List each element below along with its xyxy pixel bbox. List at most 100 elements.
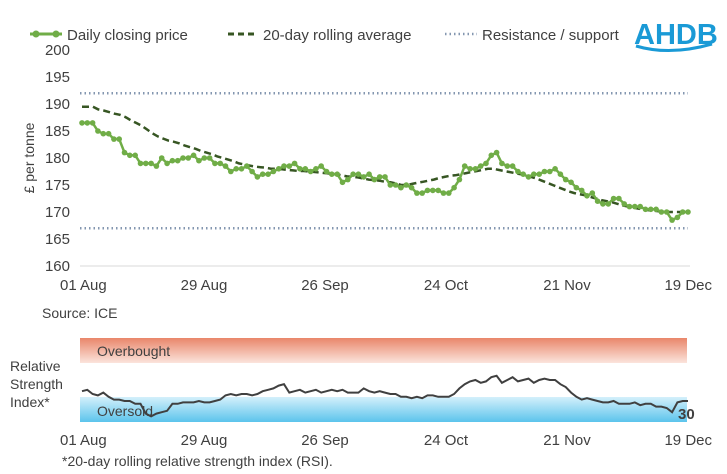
- closing-price-point: [291, 160, 298, 167]
- y-tick-labels: 160 165 170 175 180 185 190 195 200: [45, 42, 70, 275]
- closing-price-point: [355, 171, 362, 177]
- legend-closing-marker: [52, 30, 60, 38]
- closing-price-point: [116, 136, 122, 142]
- closing-price-point: [562, 176, 569, 183]
- closing-price-point: [520, 171, 526, 177]
- y-tick-label: 180: [45, 150, 70, 167]
- closing-price-point: [424, 187, 431, 194]
- x-tick-label: 29 Aug: [181, 277, 228, 294]
- closing-price-point: [275, 166, 282, 172]
- rsi-x-tick-label: 21 Nov: [543, 432, 591, 449]
- closing-price-point: [483, 160, 489, 167]
- closing-price-point: [594, 198, 601, 204]
- closing-price-point: [313, 166, 319, 172]
- closing-price-point: [600, 201, 606, 207]
- closing-price-point: [233, 166, 239, 172]
- closing-price-point: [461, 163, 468, 169]
- rsi-x-tick-labels: 01 Aug 29 Aug 26 Sep 24 Oct 21 Nov 19 Dec: [60, 432, 712, 449]
- closing-price-point: [222, 163, 229, 169]
- closing-price-point: [297, 166, 303, 172]
- ahdb-logo: AHDB: [634, 19, 718, 53]
- closing-price-point: [663, 209, 670, 215]
- closing-price-point: [318, 163, 325, 169]
- closing-price-point: [371, 176, 378, 183]
- footnote: *20-day rolling relative strength index …: [62, 453, 333, 469]
- closing-price-point: [642, 206, 649, 213]
- closing-price-point: [100, 130, 107, 137]
- closing-price-point: [525, 174, 532, 180]
- y-tick-label: 190: [45, 96, 70, 113]
- price-series: [79, 91, 691, 230]
- legend-resistance-label: Resistance / support: [482, 27, 620, 44]
- closing-price-point: [552, 166, 558, 172]
- closing-price-point: [127, 152, 133, 159]
- closing-price-point: [547, 168, 553, 175]
- rsi-x-tick-label: 29 Aug: [181, 432, 228, 449]
- closing-price-point: [382, 174, 388, 180]
- x-tick-label: 21 Nov: [543, 277, 591, 294]
- rsi-last-value: 30: [678, 406, 695, 423]
- closing-price-point: [515, 168, 521, 175]
- closing-price-point: [217, 160, 223, 167]
- closing-price-point: [366, 171, 372, 177]
- oversold-label: Oversold: [97, 403, 153, 419]
- closing-price-point: [541, 168, 548, 175]
- closing-price-point: [95, 128, 101, 134]
- closing-price-point: [302, 166, 309, 172]
- closing-price-point: [111, 136, 117, 142]
- closing-price-point: [201, 155, 208, 161]
- closing-price-point: [477, 163, 484, 169]
- closing-price-point: [238, 166, 245, 172]
- overbought-band: [80, 338, 687, 363]
- closing-price-point: [392, 182, 399, 188]
- closing-price-point: [360, 174, 367, 180]
- y-tick-label: 200: [45, 42, 70, 59]
- closing-price-point: [589, 190, 596, 196]
- closing-price-point: [440, 190, 447, 196]
- rsi-label-line2: Strength: [10, 376, 63, 392]
- closing-price-point: [648, 206, 654, 213]
- rsi-label-line1: Relative: [10, 358, 61, 374]
- y-tick-label: 175: [45, 177, 70, 194]
- x-tick-label: 19 Dec: [664, 277, 712, 294]
- rsi-x-tick-label: 26 Sep: [301, 432, 349, 449]
- closing-price-point: [610, 195, 617, 202]
- closing-price-point: [568, 179, 574, 186]
- closing-price-point: [451, 184, 457, 191]
- y-tick-label: 165: [45, 231, 70, 248]
- closing-price-point: [206, 155, 213, 161]
- closing-price-point: [509, 163, 516, 169]
- closing-price-point: [685, 209, 691, 215]
- legend: Daily closing price 20-day rolling avera…: [30, 27, 620, 44]
- closing-price-point: [504, 163, 511, 169]
- y-axis-label: £ per tonne: [21, 122, 37, 193]
- closing-price-point: [376, 174, 383, 180]
- closing-price-point: [456, 176, 463, 183]
- logo-swoosh: [635, 42, 713, 53]
- closing-price-point: [669, 217, 675, 223]
- closing-price-point: [419, 190, 426, 196]
- closing-price-point: [121, 149, 128, 156]
- rsi-line: [81, 374, 688, 418]
- closing-price-point: [228, 168, 234, 175]
- closing-price-point: [499, 160, 505, 167]
- closing-price-point: [578, 187, 585, 194]
- legend-rolling-label: 20-day rolling average: [263, 27, 411, 44]
- closing-price-point: [180, 155, 186, 161]
- closing-price-point: [196, 157, 202, 164]
- source-note: Source: ICE: [42, 305, 117, 321]
- closing-price-point: [345, 176, 351, 183]
- closing-price-point: [89, 120, 96, 126]
- closing-price-point: [323, 168, 330, 175]
- closing-price-point: [430, 187, 436, 194]
- closing-price-point: [446, 190, 452, 196]
- closing-price-point: [414, 190, 420, 196]
- x-tick-label: 26 Sep: [301, 277, 349, 294]
- closing-price-point: [408, 184, 415, 191]
- closing-price-point: [281, 163, 287, 169]
- closing-price-point: [254, 174, 261, 180]
- closing-price-point: [403, 182, 410, 188]
- closing-price-point: [605, 201, 612, 207]
- closing-price-point: [158, 155, 165, 161]
